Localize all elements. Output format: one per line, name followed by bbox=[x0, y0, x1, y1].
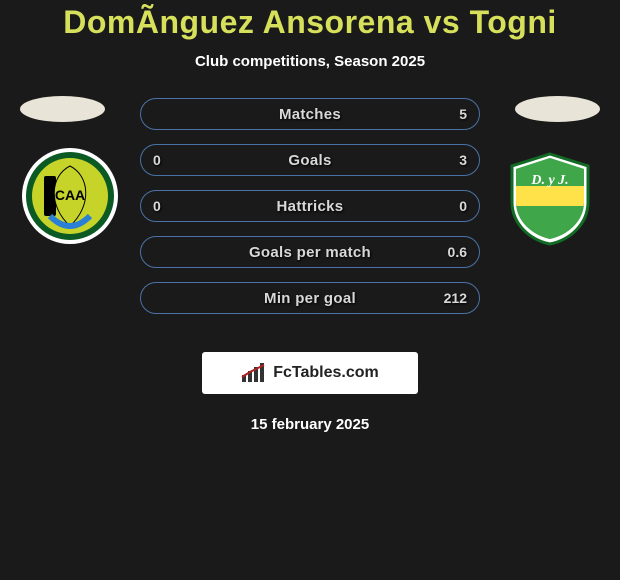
comparison-area: CAA D. y J. Matches 5 0 bbox=[0, 98, 620, 338]
badge-text: CAA bbox=[55, 187, 85, 203]
player-left-avatar bbox=[20, 96, 105, 122]
club-badge-left: CAA bbox=[20, 146, 120, 251]
infographic-root: DomÃ­nguez Ansorena vs Togni Club compet… bbox=[0, 0, 620, 580]
bar-chart-icon bbox=[241, 363, 267, 383]
stat-row: Min per goal 212 bbox=[140, 282, 480, 314]
stat-right-value: 0.6 bbox=[448, 244, 467, 260]
shield-icon: D. y J. bbox=[500, 148, 600, 248]
avatar-placeholder-icon bbox=[515, 96, 600, 122]
badge-text: D. y J. bbox=[530, 173, 568, 188]
stat-left-value: 0 bbox=[153, 152, 161, 168]
page-subtitle: Club competitions, Season 2025 bbox=[0, 53, 620, 70]
club-badge-right: D. y J. bbox=[500, 148, 600, 253]
stat-right-value: 5 bbox=[459, 106, 467, 122]
page-title: DomÃ­nguez Ansorena vs Togni bbox=[0, 4, 620, 41]
stat-right-value: 0 bbox=[459, 198, 467, 214]
shield-icon: CAA bbox=[20, 146, 120, 246]
stat-label: Hattricks bbox=[277, 198, 344, 215]
stat-row: 0 Hattricks 0 bbox=[140, 190, 480, 222]
player-right-avatar bbox=[515, 96, 600, 122]
stat-row: 0 Goals 3 bbox=[140, 144, 480, 176]
stat-label: Min per goal bbox=[264, 290, 356, 307]
footer-date: 15 february 2025 bbox=[0, 416, 620, 433]
avatar-placeholder-icon bbox=[20, 96, 105, 122]
branding-box: FcTables.com bbox=[202, 352, 418, 394]
stat-label: Goals per match bbox=[249, 244, 371, 261]
stats-list: Matches 5 0 Goals 3 0 Hattricks 0 Goals … bbox=[140, 98, 480, 314]
stat-left-value: 0 bbox=[153, 198, 161, 214]
stat-label: Goals bbox=[288, 152, 331, 169]
stat-right-value: 212 bbox=[444, 290, 467, 306]
branding-text: FcTables.com bbox=[273, 364, 379, 382]
stat-row: Matches 5 bbox=[140, 98, 480, 130]
stat-right-value: 3 bbox=[459, 152, 467, 168]
stat-label: Matches bbox=[279, 106, 341, 123]
stat-row: Goals per match 0.6 bbox=[140, 236, 480, 268]
